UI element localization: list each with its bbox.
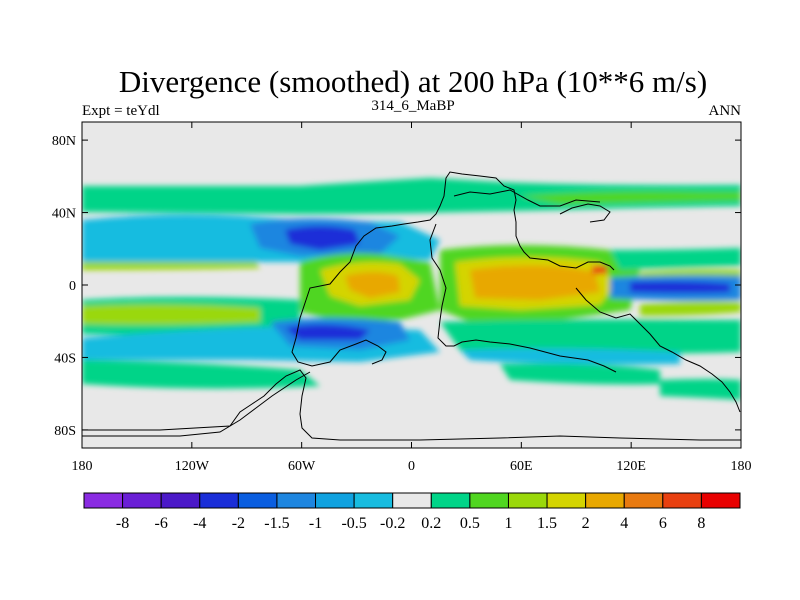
- colorbar-level-label: -0.2: [380, 515, 405, 532]
- center-subtitle: 314_6_MaBP: [371, 98, 454, 114]
- contour-south-indian-band: [440, 319, 741, 354]
- contour-south-indian-conv: [460, 348, 680, 365]
- colorbar-level-label: -2: [232, 515, 245, 532]
- colorbar-level-label: -0.5: [341, 515, 366, 532]
- colorbar-swatch: [199, 492, 239, 509]
- colorbar-level-label: 0.2: [421, 515, 441, 532]
- plot-area: [82, 122, 741, 448]
- contour-pacific-conv-core: [285, 226, 360, 250]
- contour-fields: [82, 178, 741, 400]
- coastline-south-america: [291, 299, 387, 367]
- y-tick-label: 80S: [54, 424, 76, 439]
- colorbar-level-label: 4: [620, 515, 628, 532]
- colorbar-swatch: [353, 492, 394, 509]
- y-tick-label: 40S: [54, 351, 76, 366]
- contour-sh-jet-indian: [500, 363, 660, 385]
- colorbar-level-label: 1: [504, 515, 512, 532]
- coastline-australia: [575, 287, 741, 413]
- x-tick-label: 0: [408, 459, 415, 474]
- x-tick-label: 180: [72, 459, 93, 474]
- colorbar-swatch: [507, 492, 548, 509]
- colorbar-level-label: 2: [582, 515, 590, 532]
- coastline-africa: [429, 223, 617, 373]
- colorbar-level-label: -4: [193, 515, 206, 532]
- colorbar-level-label: 0.5: [460, 515, 480, 532]
- colorbar-swatch: [662, 492, 702, 509]
- colorbar-level-label: -8: [116, 515, 129, 532]
- y-axis: 80N 40N 0 40S 80S: [52, 134, 741, 439]
- left-subtitle: Expt = teYdl: [82, 103, 160, 119]
- x-tick-label: 120W: [175, 459, 210, 474]
- contour-nh-jet-band: [82, 178, 741, 214]
- colorbar-level-label: 6: [659, 515, 667, 532]
- continent-outlines: [82, 171, 741, 441]
- contour-sh-tropic-div: [82, 304, 260, 325]
- contour-wpac-band: [610, 248, 741, 270]
- contour-eqpac-div-south: [640, 301, 741, 316]
- y-tick-label: 0: [69, 279, 76, 294]
- colorbar-swatch: [276, 492, 317, 509]
- x-tick-label: 60E: [510, 459, 533, 474]
- contour-eqpac-conv-core: [630, 281, 730, 293]
- contour-south-atl-conv-core: [285, 324, 370, 340]
- coastline-north-america: [305, 171, 615, 301]
- colorbar-swatch: [585, 492, 625, 509]
- contour-sh-jet-pacific: [660, 379, 741, 400]
- colorbar-swatch: [83, 492, 124, 509]
- colorbar-swatch: [623, 492, 664, 509]
- colorbar-level-label: -1: [309, 515, 322, 532]
- x-axis: 180 120W 60W 0 60E 120E 180: [72, 122, 752, 474]
- colorbar-swatch: [392, 492, 432, 509]
- coastline-antarctica: [82, 369, 741, 441]
- right-subtitle: ANN: [709, 103, 742, 119]
- colorbar-level-label: -1.5: [264, 515, 289, 532]
- y-tick-label: 80N: [52, 134, 76, 149]
- colorbar-swatch: [160, 492, 201, 509]
- contour-indian-div-core: [470, 265, 600, 300]
- colorbar-swatch: [315, 492, 355, 509]
- colorbar-swatch: [546, 492, 587, 509]
- colorbar-swatch: [700, 492, 741, 509]
- colorbar-level-label: 1.5: [537, 515, 557, 532]
- colorbar-swatch: [237, 492, 278, 509]
- coastline-eurasia: [453, 189, 601, 207]
- colorbar-level-label: 8: [697, 515, 705, 532]
- x-tick-label: 180: [731, 459, 752, 474]
- contour-sh-jet-band: [82, 360, 320, 389]
- colorbar-swatch: [122, 492, 162, 509]
- coastline-greenland: [559, 203, 611, 223]
- colorbar-level-label: -6: [155, 515, 168, 532]
- colorbar: -8 -6 -4 -2 -1.5 -1 -0.5 -0.2 0.2 0.5 1 1.5 2 4 6 8: [83, 492, 741, 532]
- colorbar-swatch: [430, 492, 471, 509]
- x-tick-label: 60W: [288, 459, 316, 474]
- contour-indian-div-max: [592, 266, 608, 274]
- coastline-east-antarctica: [82, 371, 311, 437]
- y-tick-label: 40N: [52, 207, 76, 222]
- chart-title: Divergence (smoothed) at 200 hPa (10**6 …: [119, 64, 707, 99]
- colorbar-swatch: [469, 492, 509, 509]
- x-tick-label: 120E: [616, 459, 646, 474]
- contour-nh-jet-core: [520, 191, 741, 204]
- contour-atlantic-div-core: [345, 272, 400, 298]
